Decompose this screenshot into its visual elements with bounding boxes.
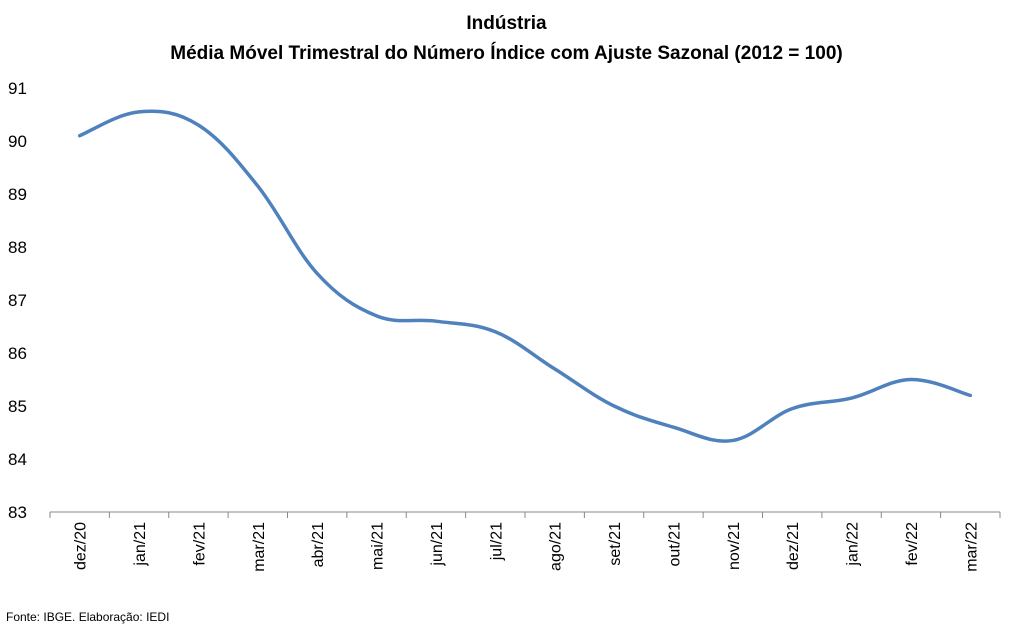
x-tick-label: set/21 <box>607 522 624 566</box>
y-tick-label: 90 <box>8 132 27 151</box>
x-tick-label: mai/21 <box>370 522 387 570</box>
y-tick-label: 86 <box>8 344 27 363</box>
x-tick-label: jan/22 <box>845 522 862 567</box>
x-tick-label: fev/22 <box>904 522 921 566</box>
chart-title: Indústria <box>466 13 547 34</box>
x-tick-label: mar/21 <box>251 522 268 572</box>
y-tick-label: 89 <box>8 185 27 204</box>
y-tick-label: 91 <box>8 79 27 98</box>
source-note: Fonte: IBGE. Elaboração: IEDI <box>6 610 170 624</box>
x-tick-label: dez/21 <box>785 522 802 570</box>
y-axis-ticks: 83 84 85 86 87 88 89 90 91 <box>8 79 27 522</box>
x-axis-ticks: dez/20 jan/21 fev/21 mar/21 abr/21 mai/21 jun/… <box>73 522 981 572</box>
y-tick-label: 85 <box>8 397 27 416</box>
y-tick-label: 83 <box>8 503 27 522</box>
y-tick-label: 88 <box>8 238 27 257</box>
x-tick-label: jan/21 <box>132 522 149 567</box>
y-tick-label: 87 <box>8 291 27 310</box>
series-group <box>77 109 973 443</box>
y-tick-label: 84 <box>8 450 27 469</box>
chart-subtitle: Média Móvel Trimestral do Número Índice … <box>170 43 843 64</box>
x-tick-label: nov/21 <box>726 522 743 570</box>
x-tick-label: abr/21 <box>310 522 327 567</box>
x-tick-label: dez/20 <box>73 522 90 570</box>
chart-axes <box>49 511 1001 518</box>
series-line <box>77 109 973 443</box>
x-tick-label: ago/21 <box>548 522 565 571</box>
x-tick-label: fev/21 <box>191 522 208 566</box>
x-tick-label: mar/22 <box>963 522 980 572</box>
x-tick-label: out/21 <box>666 522 683 567</box>
x-tick-label: jun/21 <box>429 522 446 567</box>
x-tick-label: jul/21 <box>488 522 505 561</box>
